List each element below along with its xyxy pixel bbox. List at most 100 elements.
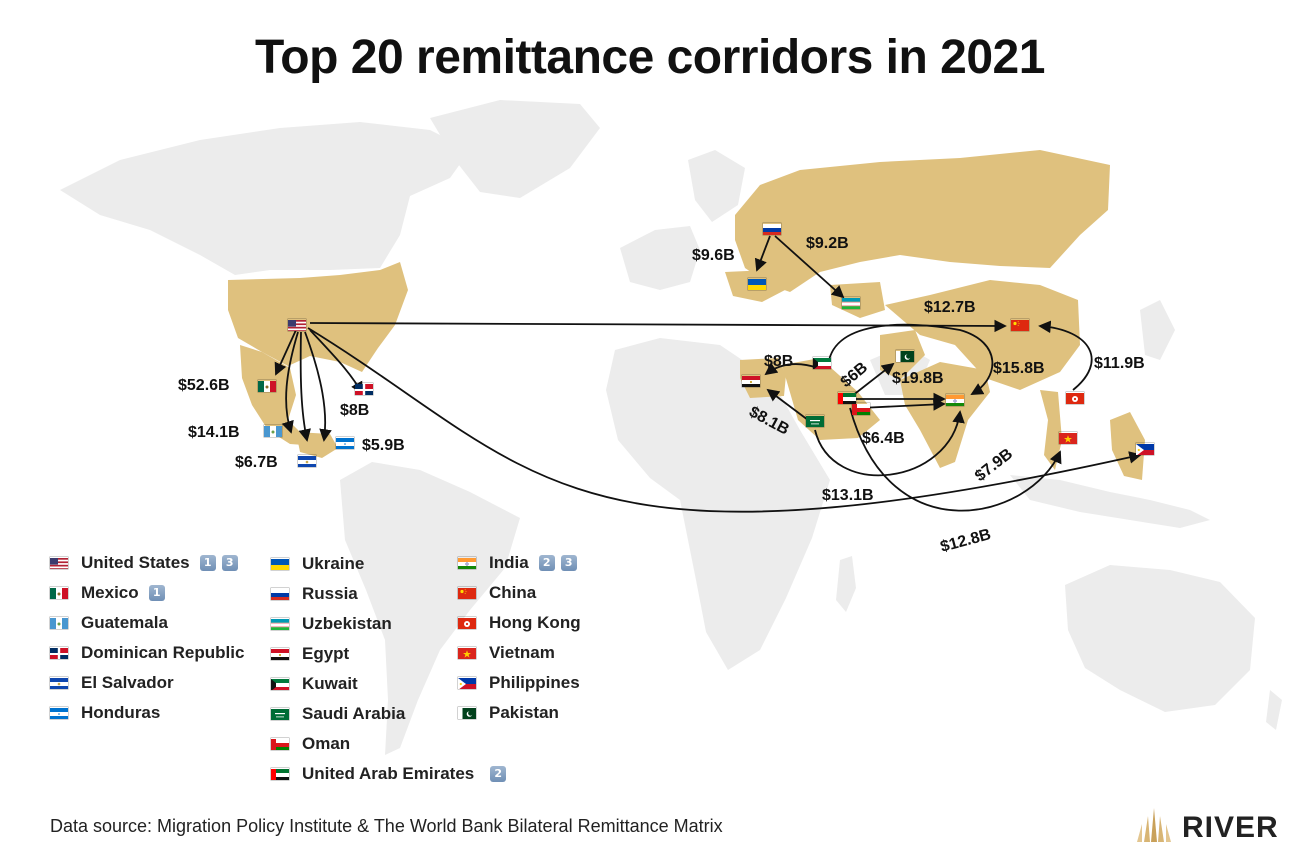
flag-china-icon (1011, 319, 1029, 331)
amount-us-mexico: $52.6B (178, 377, 230, 394)
flag-dominican-republic-icon (355, 383, 373, 395)
legend-flag-egypt-icon (271, 648, 289, 660)
flag-kuwait-icon (813, 357, 831, 369)
brand-logo: RIVER (1134, 806, 1279, 849)
flag-el-salvador-icon (298, 455, 316, 467)
legend-flag-dominican-republic-icon (50, 647, 68, 659)
amount-uae-india: $19.8B (892, 370, 944, 387)
amount-oman-india: $6.4B (862, 430, 905, 447)
amount-uae-vietnam: $7.9B (972, 445, 1016, 485)
flag-oman-icon (852, 403, 870, 415)
legend-label: Guatemala (81, 613, 168, 632)
flag-russia-icon (763, 223, 781, 235)
arrow-us-philippines (307, 327, 1142, 513)
legend-label: Vietnam (489, 643, 555, 662)
map-title: Top 20 remittance corridors in 2021 (255, 31, 1045, 84)
amount-saudi-india: $13.1B (822, 487, 874, 504)
legend-flag-honduras-icon (50, 707, 68, 719)
flag-pakistan-icon (896, 350, 914, 362)
amount-us-china: $12.7B (924, 299, 976, 316)
data-source-note: Data source: Migration Policy Institute … (50, 816, 723, 836)
arrow-saudi-egypt (766, 388, 809, 421)
legend-label: Dominican Republic (81, 643, 245, 662)
land-alaska-canada (60, 122, 470, 275)
amount-us-guatemala: $14.1B (188, 424, 240, 441)
legend-badge: 3 (560, 555, 577, 571)
land-south-america (340, 462, 520, 755)
legend-flag-guatemala-icon (50, 617, 68, 629)
arrow-us-guatemala (281, 331, 299, 434)
legend-item-kuwait: Kuwait (271, 673, 358, 695)
legend-flag-uzbekistan-icon (271, 618, 289, 630)
land-australia (1065, 565, 1255, 712)
land-indonesia (1010, 475, 1210, 528)
flag-egypt-icon (742, 375, 760, 387)
land-madagascar (836, 556, 856, 612)
legend-item-saudi-arabia: Saudi Arabia (271, 703, 405, 725)
legend-label: Russia (302, 584, 358, 603)
legend-item-philippines: Philippines (458, 672, 580, 694)
amount-us-dominican-republic: $8B (340, 402, 369, 419)
legend-item-dominican-republic: Dominican Republic (50, 642, 244, 664)
legend-flag-el-salvador-icon (50, 677, 68, 689)
land-china (885, 280, 1080, 390)
legend-label: China (489, 583, 537, 602)
arrow-hongkong-china (1038, 320, 1093, 391)
land-new-zealand (1266, 690, 1282, 730)
amount-kuwait-egypt: $8B (764, 353, 793, 370)
flag-united-states-icon (288, 319, 306, 331)
legend-label: Uzbekistan (302, 614, 392, 633)
flag-philippines-icon (1136, 443, 1154, 455)
land-scandinavia (688, 150, 745, 222)
land-europe-west (620, 226, 700, 290)
legend-item-united-states: United States 1 3 (50, 552, 238, 574)
legend-item-united-arab-emirates: United Arab Emirates 2 (271, 763, 507, 785)
legend-badge: 3 (221, 555, 238, 571)
flag-mexico-icon (258, 380, 276, 392)
flag-vietnam-icon (1059, 432, 1077, 444)
flag-honduras-icon (336, 437, 354, 449)
highlighted-land (228, 150, 1145, 480)
amount-us-honduras: $5.9B (362, 437, 405, 454)
legend-item-pakistan: Pakistan (458, 702, 559, 724)
legend-label: Pakistan (489, 703, 559, 722)
flag-guatemala-icon (264, 425, 282, 437)
arrow-us-mexico (274, 329, 297, 376)
legend-flag-vietnam-icon (458, 647, 476, 659)
flag-hong-kong-icon (1066, 392, 1084, 404)
legend-label: Philippines (489, 673, 580, 692)
arrow-russia-ukraine (754, 235, 771, 272)
legend-badge: 2 (490, 766, 507, 782)
legend-item-uzbekistan: Uzbekistan (271, 613, 392, 635)
flag-saudi-arabia-icon (806, 415, 824, 427)
amount-us-el-salvador: $6.7B (235, 454, 278, 471)
arrow-uae-vietnam (849, 407, 1062, 512)
arrow-kuwait-india (827, 323, 994, 395)
legend-flag-china-icon (458, 587, 476, 599)
amount-russia-ukraine: $9.6B (692, 247, 735, 264)
amount-hongkong-china: $11.9B (1094, 355, 1145, 372)
legend-item-ukraine: Ukraine (271, 553, 364, 575)
legend-label: Kuwait (302, 674, 358, 693)
river-mountain-logo-icon (1134, 806, 1174, 849)
flag-united-arab-emirates-icon (838, 392, 856, 404)
land-usa (228, 262, 408, 372)
legend-flag-kuwait-icon (271, 678, 289, 690)
legend-label: El Salvador (81, 673, 174, 692)
legend-item-guatemala: Guatemala (50, 612, 168, 634)
legend-badge: 2 (538, 555, 555, 571)
arrow-us-honduras (304, 331, 332, 442)
legend-flag-united-arab-emirates-icon (271, 768, 289, 780)
land-africa (606, 338, 830, 670)
legend-badge: 1 (199, 555, 216, 571)
legend-item-honduras: Honduras (50, 702, 160, 724)
legend-item-india: India 2 3 (458, 552, 577, 574)
land-russia (735, 150, 1110, 292)
legend-label: United Arab Emirates (302, 764, 475, 783)
amount-kuwait-india: $15.8B (993, 360, 1045, 377)
amount-us-philippines: $12.8B (939, 526, 993, 556)
arrow-uae-pakistan (851, 362, 895, 397)
legend-flag-ukraine-icon (271, 558, 289, 570)
legend-item-oman: Oman (271, 733, 350, 755)
